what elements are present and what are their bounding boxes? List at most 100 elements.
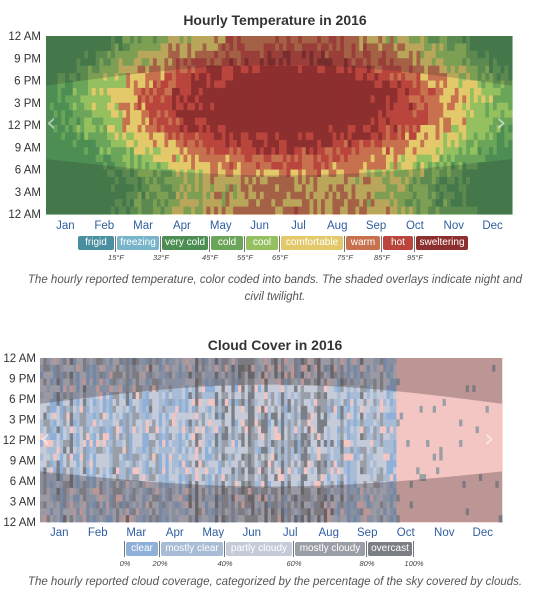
heat-cell [473, 80, 479, 89]
heat-cell [80, 80, 85, 89]
cloud-cell [267, 481, 272, 489]
heat-cell [198, 50, 204, 59]
heat-cell [191, 169, 196, 178]
heat-cell [351, 184, 356, 193]
cloud-cell [221, 405, 226, 414]
heat-cell [485, 65, 490, 74]
cloud-cell [234, 508, 239, 516]
heat-cell [65, 154, 70, 163]
heat-cell [424, 132, 429, 141]
cloud-cell [112, 392, 117, 400]
cloud-cell [228, 460, 232, 468]
heat-cell [183, 162, 188, 171]
cloud-cell [257, 453, 262, 462]
heat-cell [183, 206, 188, 215]
cloud-cell [49, 412, 54, 421]
heat-cell [88, 169, 93, 178]
heat-cell [504, 132, 509, 141]
heat-cell [496, 73, 502, 82]
heat-cell [252, 36, 257, 45]
heat-cell [267, 176, 272, 185]
cloud-cell [307, 440, 312, 448]
heat-cell [133, 43, 139, 52]
cloud-cell [145, 501, 150, 509]
heat-cell [313, 117, 318, 126]
cloud-cells [40, 358, 503, 523]
heat-cell [187, 73, 192, 82]
heat-cell [99, 58, 104, 67]
heat-cell [298, 87, 303, 96]
cloud-cell [257, 358, 262, 366]
heat-cell [290, 43, 295, 52]
cloud-cell [109, 399, 114, 407]
cloud-cell [264, 412, 269, 421]
cloud-cell [158, 371, 163, 380]
heat-cell [469, 58, 475, 67]
heat-cell [439, 80, 444, 89]
cloud-cell [56, 508, 61, 516]
heat-cell [221, 169, 227, 178]
heat-cell [194, 206, 200, 215]
heat-cell [290, 162, 295, 171]
heat-cell [248, 73, 253, 82]
cloud-cell [102, 433, 107, 441]
cloud-cell [218, 399, 223, 407]
heat-cell [500, 102, 505, 111]
cloud-cell [247, 501, 252, 509]
cloud-cell [129, 515, 133, 523]
cloud-cell [56, 378, 61, 386]
heat-cell [382, 162, 387, 171]
cloud-cell [221, 378, 226, 386]
cloud-cell [231, 392, 236, 400]
cloud-cell [76, 501, 81, 509]
heat-cell [164, 176, 169, 185]
cloud-cell [129, 508, 133, 516]
cloud-cell [267, 440, 272, 448]
heat-cell [194, 154, 200, 163]
cloud-cell [218, 440, 223, 448]
cloud-cell [271, 364, 275, 373]
heat-cell [233, 65, 238, 74]
heat-cell [84, 125, 89, 134]
cloud-cell [284, 364, 289, 373]
heat-cell [454, 50, 460, 59]
cloud-cell [310, 412, 315, 421]
cloud-cell [280, 392, 285, 400]
heat-cell [259, 43, 265, 52]
heat-cell [366, 184, 372, 193]
cloud-cell [290, 508, 295, 516]
cloud-cell [66, 474, 71, 482]
heat-cell [286, 176, 292, 185]
cloud-cell [56, 399, 61, 407]
x-tick-label: Jun [250, 220, 269, 232]
cloud-cell [119, 481, 124, 489]
heat-cell [49, 206, 55, 215]
heat-cell [500, 58, 505, 67]
heat-cell [508, 80, 513, 89]
cloud-cell [46, 426, 51, 434]
heat-cell [443, 110, 448, 119]
cloud-cell [175, 515, 180, 523]
heat-cell [382, 176, 387, 185]
heat-cell [217, 36, 223, 45]
heat-cell [408, 65, 414, 74]
cloud-cell [119, 515, 124, 523]
chevron-right-icon[interactable]: › [496, 108, 507, 138]
cloud-cell [40, 433, 44, 441]
cloud-cell [304, 426, 308, 434]
chevron-left-icon[interactable]: ‹ [46, 108, 57, 138]
heat-cell [286, 132, 292, 141]
heat-cell [492, 184, 498, 193]
heat-cell [477, 117, 483, 126]
heat-cell [473, 87, 479, 96]
cloud-cell [56, 433, 61, 441]
heat-cell [321, 117, 326, 126]
cloud-cell [175, 446, 180, 455]
legend-badge: cool [246, 236, 278, 250]
heat-cell [420, 132, 425, 141]
heat-cell [214, 176, 219, 185]
cloud-cell [132, 453, 137, 462]
heat-cell [485, 162, 490, 171]
heat-cell [305, 36, 311, 45]
heat-cell [202, 73, 208, 82]
